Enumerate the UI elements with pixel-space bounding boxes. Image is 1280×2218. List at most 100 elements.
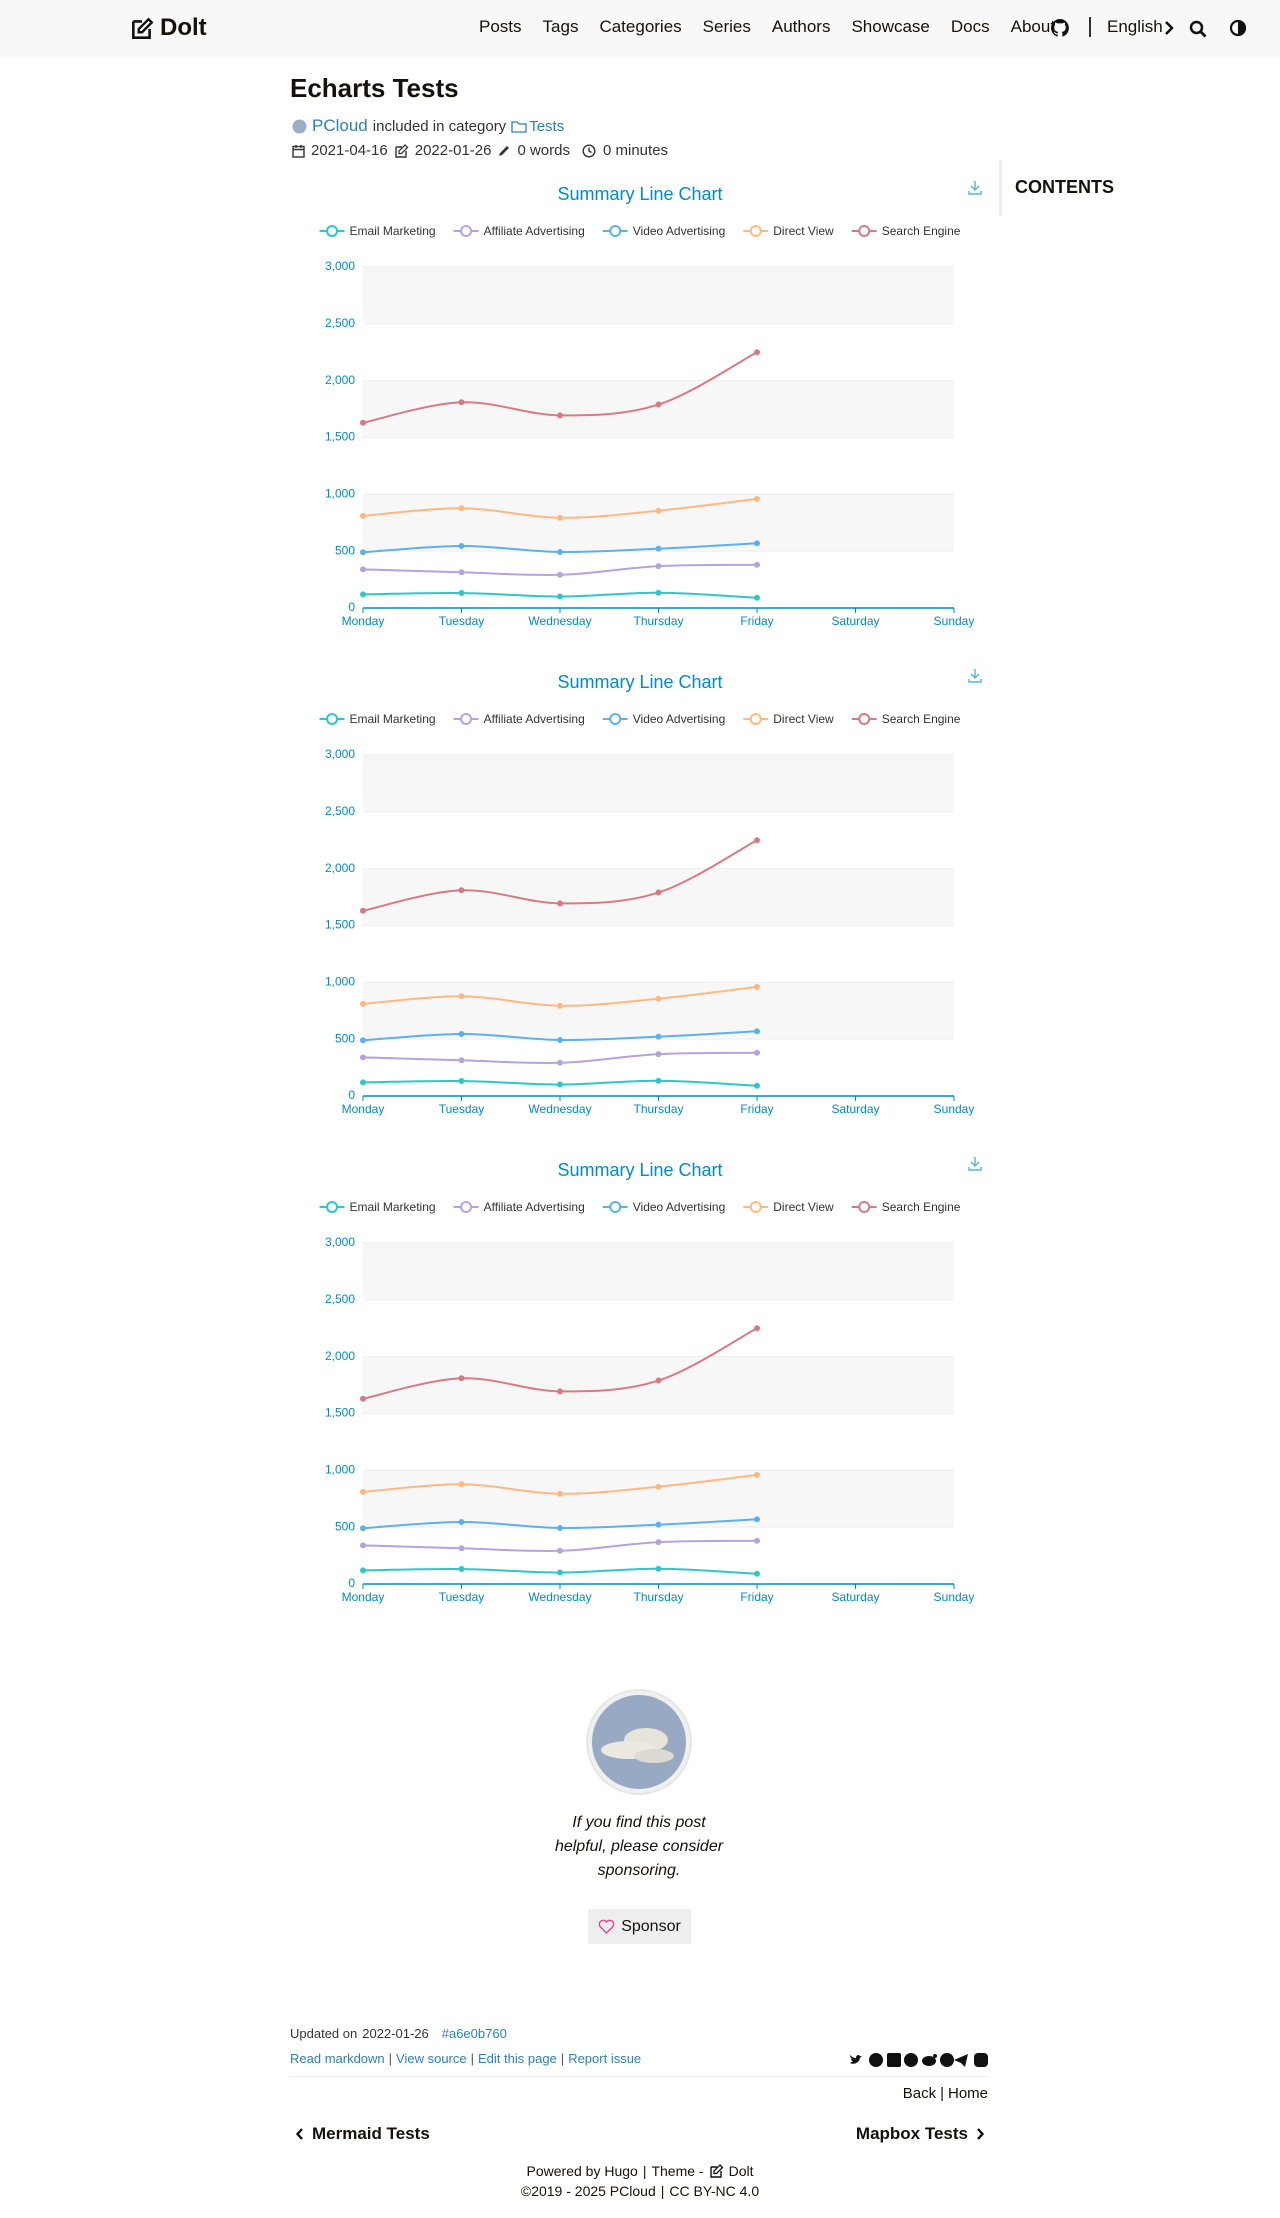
data-point: [360, 1395, 366, 1402]
data-point: [557, 1524, 563, 1531]
legend-item[interactable]: Search Engine: [851, 1200, 961, 1214]
legend-label: Direct View: [773, 712, 834, 726]
legend-label: Email Marketing: [350, 224, 436, 238]
share-icons[interactable]: [849, 2052, 989, 2068]
category[interactable]: Tests: [511, 118, 564, 135]
data-point: [754, 594, 760, 601]
back-link[interactable]: Back: [902, 2085, 937, 2102]
legend-item[interactable]: Email Marketing: [319, 224, 436, 238]
post-link[interactable]: Report issue: [568, 2051, 642, 2066]
data-point: [655, 1051, 662, 1058]
data-point: [754, 1049, 760, 1056]
category-prefix: included in category: [372, 117, 507, 135]
post-link[interactable]: Read markdown: [290, 2051, 385, 2066]
data-point: [557, 1002, 563, 1009]
legend-item[interactable]: Affiliate Advertising: [453, 224, 585, 238]
split-area: [363, 494, 954, 552]
nav-link[interactable]: Posts: [479, 17, 522, 36]
legend-item[interactable]: Video Advertising: [602, 224, 726, 238]
legend-item[interactable]: Search Engine: [851, 224, 961, 238]
data-point: [655, 589, 662, 596]
theme-name[interactable]: Dolt: [728, 2163, 754, 2179]
nav-link[interactable]: Docs: [950, 17, 990, 36]
split-area: [363, 868, 954, 926]
brand[interactable]: Dolt: [160, 14, 207, 41]
legend-item[interactable]: Search Engine: [851, 712, 961, 726]
legend-item[interactable]: Direct View: [743, 712, 834, 726]
github-icon[interactable]: [1051, 19, 1069, 37]
toc-title: CONTENTS: [1015, 177, 1114, 197]
data-point: [360, 549, 366, 556]
download-glyph: [968, 181, 982, 195]
powered: Powered by Hugo: [526, 2163, 638, 2179]
nav-link[interactable]: Showcase: [851, 17, 930, 36]
next-title[interactable]: Mapbox Tests: [855, 2124, 968, 2143]
data-point: [360, 512, 366, 519]
legend-symbol: [609, 225, 622, 237]
legend-symbol: [326, 713, 339, 725]
calendar-icon: [292, 144, 305, 158]
data-point: [458, 1077, 465, 1084]
x-tick-label: Monday: [342, 1102, 385, 1116]
y-tick-label: 0: [348, 600, 355, 614]
commit[interactable]: #a6e0b760: [441, 2026, 507, 2041]
legend-label: Search Engine: [882, 224, 961, 238]
y-tick-label: 500: [335, 1031, 355, 1045]
split-area: [363, 267, 954, 324]
theme-icon[interactable]: [1229, 19, 1247, 37]
chart: Summary Line Chart Email Marketing Affilia…: [319, 669, 982, 1116]
legend-item[interactable]: Affiliate Advertising: [453, 712, 585, 726]
legend-item[interactable]: Email Marketing: [319, 712, 436, 726]
category-link[interactable]: Tests: [529, 117, 565, 135]
sponsor-button[interactable]: Sponsor: [588, 1909, 691, 1944]
heart-icon: [598, 1919, 615, 1934]
chevron-left: [296, 2128, 303, 2140]
copyright: ©2019 - 2025 PCloud: [520, 2183, 656, 2199]
sponsor-label[interactable]: Sponsor: [621, 1917, 681, 1935]
nav-link[interactable]: About: [1010, 17, 1056, 36]
post-link[interactable]: View source: [396, 2051, 467, 2066]
nav-link[interactable]: Authors: [771, 17, 831, 36]
y-tick-label: 2,000: [325, 373, 355, 387]
prev-post[interactable]: Mermaid Tests: [296, 2124, 430, 2144]
legend-item[interactable]: Email Marketing: [319, 1200, 436, 1214]
home-link[interactable]: Home: [947, 2085, 988, 2102]
data-point: [458, 1545, 465, 1552]
data-point: [360, 1567, 366, 1574]
author[interactable]: PCloud: [312, 116, 368, 135]
x-tick-label: Friday: [740, 1102, 773, 1116]
nav-link[interactable]: Tags: [542, 17, 579, 36]
data-point: [754, 1537, 760, 1544]
separator: |: [388, 2051, 393, 2066]
legend-label: Direct View: [773, 1200, 834, 1214]
next-post[interactable]: Mapbox Tests: [856, 2124, 984, 2144]
data-point: [458, 399, 465, 406]
legend-item[interactable]: Video Advertising: [602, 712, 726, 726]
y-tick-label: 2,500: [325, 804, 355, 818]
nav-link[interactable]: Series: [702, 17, 751, 36]
x-tick-label: Tuesday: [439, 1590, 485, 1604]
legend-label: Email Marketing: [350, 1200, 436, 1214]
legend-item[interactable]: Direct View: [743, 1200, 834, 1214]
legend-item[interactable]: Video Advertising: [602, 1200, 726, 1214]
split-area: [363, 1470, 954, 1528]
updated-label: Updated on: [290, 2026, 358, 2041]
legend-item[interactable]: Direct View: [743, 224, 834, 238]
search-icon[interactable]: [1189, 20, 1207, 38]
legend-item[interactable]: Affiliate Advertising: [453, 1200, 585, 1214]
legend-label: Video Advertising: [633, 224, 726, 238]
nav-link[interactable]: Categories: [599, 17, 682, 36]
data-point: [360, 1488, 366, 1495]
data-point: [557, 548, 563, 555]
legend-symbol: [609, 1201, 622, 1213]
license[interactable]: CC BY-NC 4.0: [669, 2183, 760, 2199]
download-icon[interactable]: [968, 669, 982, 683]
language[interactable]: English: [1107, 17, 1163, 36]
data-point: [360, 1542, 366, 1549]
download-icon[interactable]: [968, 181, 982, 195]
prev-title[interactable]: Mermaid Tests: [312, 2124, 430, 2143]
download-icon[interactable]: [968, 1157, 982, 1171]
split-area: [363, 380, 954, 438]
post-link[interactable]: Edit this page: [478, 2051, 557, 2066]
